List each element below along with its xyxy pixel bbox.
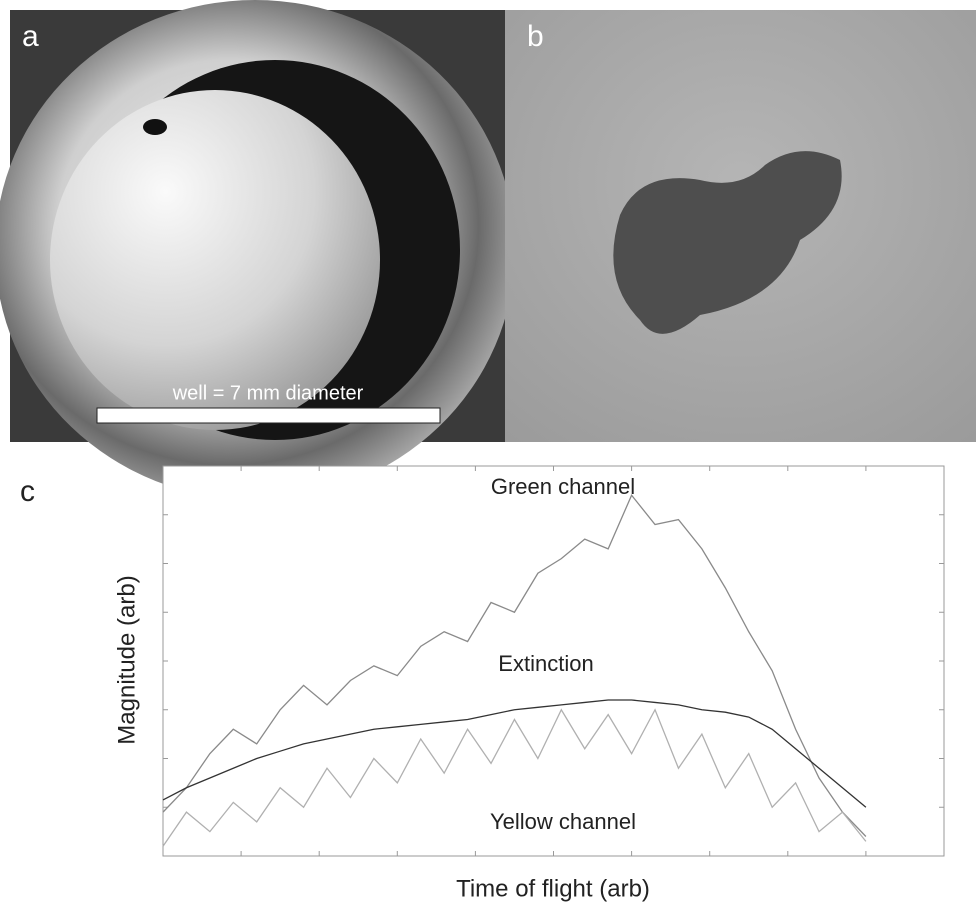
y-axis-label: Magnitude (arb) — [113, 575, 140, 744]
panel-label: c — [20, 475, 35, 508]
series-label: Green channel — [491, 474, 635, 499]
panel-label: a — [22, 20, 39, 53]
bead — [50, 90, 380, 430]
page: well = 7 mm diameter a b c Green channel… — [0, 0, 976, 912]
figure: well = 7 mm diameter a b c Green channel… — [0, 0, 976, 912]
particle — [143, 119, 167, 135]
scale-label: well = 7 mm diameter — [172, 382, 364, 404]
series-label: Extinction — [498, 651, 593, 676]
panel-label: b — [527, 20, 544, 53]
scale-bar — [97, 408, 440, 423]
series-label: Yellow channel — [490, 809, 636, 834]
x-axis-label: Time of flight (arb) — [456, 875, 650, 902]
